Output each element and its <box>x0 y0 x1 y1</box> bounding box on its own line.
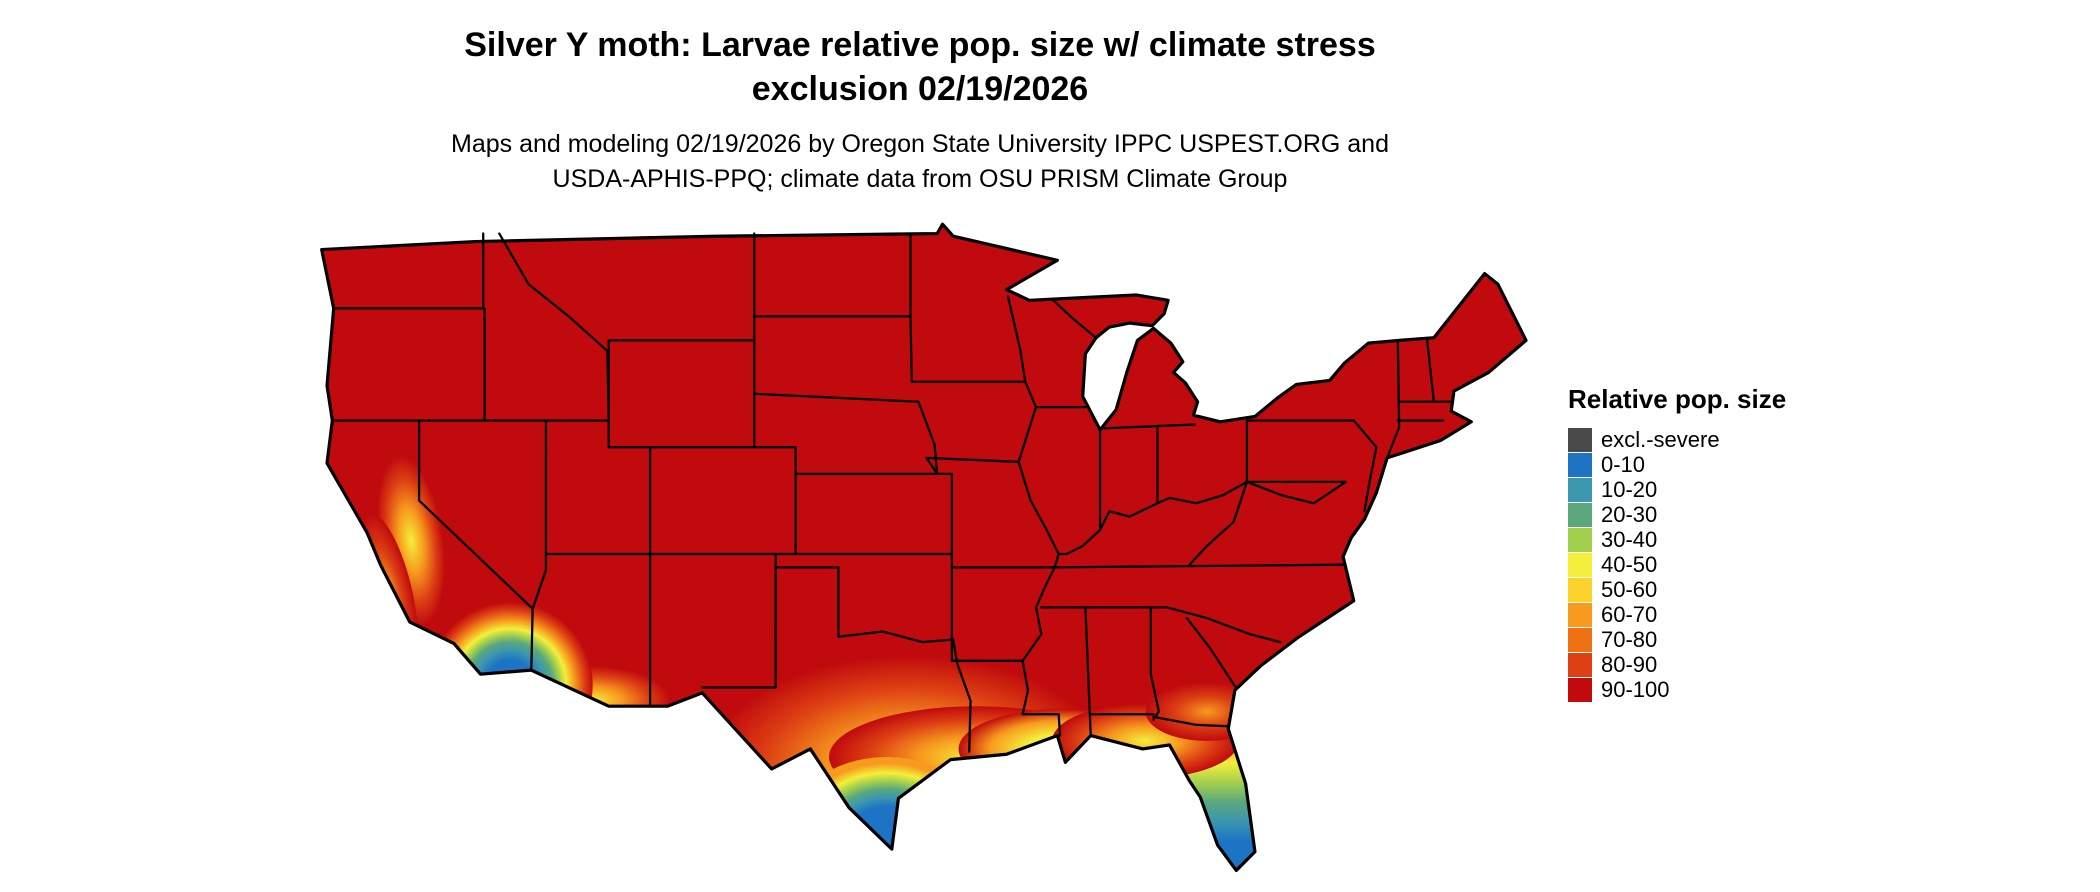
legend-swatch <box>1568 427 1592 452</box>
legend-label: 0-10 <box>1601 451 1646 477</box>
south-texas-blue-zone <box>784 756 988 871</box>
page-title-line2: exclusion 02/19/2026 <box>751 69 1089 108</box>
legend-item: 70-80 <box>1568 627 1786 652</box>
arizona-south-zone <box>515 666 671 736</box>
legend-label: 50-60 <box>1601 576 1658 602</box>
socal-blue-zone <box>427 602 593 768</box>
us-choropleth-map <box>315 220 1530 888</box>
legend-label: excl.-severe <box>1601 426 1720 452</box>
legend: Relative pop. size excl.-severe 0-10 10-20… <box>1568 384 1786 702</box>
legend-item: 90-100 <box>1568 677 1786 702</box>
legend-label: 30-40 <box>1601 526 1658 552</box>
legend-item: 60-70 <box>1568 602 1786 627</box>
legend-items: excl.-severe 0-10 10-20 20-30 30-40 40-50 50-6… <box>1568 427 1786 702</box>
legend-swatch <box>1568 577 1592 602</box>
legend-swatch <box>1568 652 1592 677</box>
legend-item: 80-90 <box>1568 652 1786 677</box>
legend-item: 30-40 <box>1568 527 1786 552</box>
legend-item: 40-50 <box>1568 552 1786 577</box>
legend-label: 80-90 <box>1601 651 1658 677</box>
state-borders <box>331 232 1453 753</box>
legend-item: 10-20 <box>1568 477 1786 502</box>
legend-label: 70-80 <box>1601 626 1658 652</box>
legend-swatch <box>1568 627 1592 652</box>
legend-label: 10-20 <box>1601 476 1658 502</box>
georgia-coast-zone <box>1145 682 1269 741</box>
legend-item: 50-60 <box>1568 577 1786 602</box>
legend-label: 60-70 <box>1601 601 1658 627</box>
legend-item: 0-10 <box>1568 452 1786 477</box>
subtitle-line1: Maps and modeling 02/19/2026 by Oregon S… <box>451 130 1389 159</box>
us-outline <box>320 222 1528 873</box>
subtitle-line2: USDA-APHIS-PPQ; climate data from OSU PR… <box>552 165 1288 194</box>
page-title-line1: Silver Y moth: Larvae relative pop. size… <box>464 26 1376 64</box>
legend-swatch <box>1568 502 1592 527</box>
legend-label: 20-30 <box>1601 501 1658 527</box>
legend-label: 40-50 <box>1601 551 1658 577</box>
legend-swatch <box>1568 452 1592 477</box>
legend-swatch <box>1568 552 1592 577</box>
subtitle: Maps and modeling 02/19/2026 by Oregon S… <box>0 127 1840 197</box>
legend-label: 90-100 <box>1601 676 1670 702</box>
header: Silver Y moth: Larvae relative pop. size… <box>0 24 1840 197</box>
legend-swatch <box>1568 677 1592 702</box>
legend-title: Relative pop. size <box>1568 384 1787 414</box>
legend-item: excl.-severe <box>1568 427 1786 452</box>
legend-swatch <box>1568 527 1592 552</box>
legend-swatch <box>1568 477 1592 502</box>
us-map-svg <box>320 222 1528 873</box>
legend-swatch <box>1568 602 1592 627</box>
legend-item: 20-30 <box>1568 502 1786 527</box>
